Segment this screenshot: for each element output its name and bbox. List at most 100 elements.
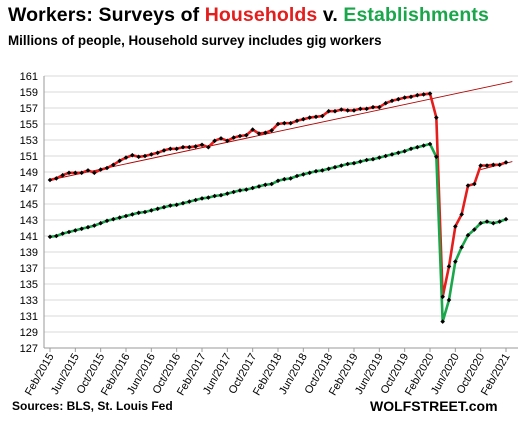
households-point [313, 114, 319, 120]
households-point [161, 148, 167, 153]
establishments-point [503, 216, 509, 222]
establishments-point [136, 210, 141, 216]
households-point [256, 131, 262, 136]
trend-line [49, 81, 513, 181]
households-point [478, 163, 483, 168]
households-point [396, 96, 401, 102]
households-point [307, 115, 312, 120]
title-households: Households [204, 4, 318, 26]
establishments-point [294, 173, 300, 179]
households-point [136, 154, 141, 160]
establishments-point [446, 297, 452, 303]
households-point [225, 138, 230, 144]
households-point [389, 98, 395, 104]
households-point [54, 176, 59, 181]
establishments-point [193, 197, 198, 203]
establishments-point [250, 185, 255, 191]
households-point [288, 120, 293, 126]
households-point [269, 128, 274, 133]
y-tick-label: 129 [20, 327, 38, 339]
establishments-point [301, 172, 306, 177]
establishments-point [345, 161, 350, 167]
households-point [472, 181, 477, 187]
households-point [168, 146, 173, 152]
source-note: Sources: BLS, St. Louis Fed [12, 399, 173, 413]
establishments-point [149, 208, 154, 213]
title-versus: v. [317, 4, 344, 26]
y-axis: 127 129 131 133 135 137 139 141 143 145 147 149 151 1… [20, 71, 38, 355]
establishments-point [256, 184, 262, 189]
establishments-point [47, 234, 53, 240]
households-point [377, 104, 382, 110]
households-point [244, 132, 249, 138]
establishments-point [199, 196, 205, 201]
establishments-point [491, 220, 496, 226]
households-point [339, 107, 344, 112]
households-point [415, 92, 420, 98]
establishments-point [66, 229, 72, 235]
households-point [453, 224, 458, 229]
establishments-point [212, 193, 217, 199]
brand-label: WOLFSTREET.com [370, 398, 498, 414]
households-point [104, 165, 110, 171]
establishments-point [339, 163, 344, 168]
households-point [60, 172, 65, 178]
y-tick-label: 157 [20, 103, 38, 115]
y-tick-label: 145 [20, 199, 38, 211]
establishments-point [472, 227, 477, 232]
series-lines [49, 92, 507, 323]
series-markers [47, 91, 509, 324]
households-point [155, 150, 160, 156]
establishments-point [427, 141, 433, 147]
y-tick-label: 147 [20, 183, 38, 195]
y-tick-label: 135 [20, 279, 38, 291]
households-point [174, 146, 179, 152]
y-tick-label: 139 [20, 247, 38, 259]
households-point [408, 94, 414, 100]
households-point [117, 158, 122, 164]
households-point [484, 163, 490, 168]
establishments-point [187, 199, 192, 204]
chart-title: Workers: Surveys of Households v. Establ… [8, 4, 489, 27]
establishments-point [269, 181, 274, 187]
establishments-point [225, 191, 230, 196]
households-point [345, 108, 350, 113]
establishments-point [408, 146, 414, 152]
trend-lines [49, 81, 513, 181]
households-point [218, 136, 224, 141]
establishments-point [237, 188, 243, 193]
households-point [123, 155, 129, 160]
households-point [326, 108, 331, 114]
establishments-point [440, 319, 445, 324]
establishments-point [161, 204, 167, 210]
y-tick-label: 133 [20, 295, 38, 307]
households-point [263, 130, 268, 136]
establishments-point [174, 202, 179, 208]
households-point [370, 104, 376, 110]
title-prefix: Workers: Surveys of [8, 4, 205, 26]
households-point [66, 170, 72, 176]
establishments-point [85, 224, 91, 230]
establishments-point [123, 213, 129, 219]
establishments-point [142, 209, 148, 215]
households-point [212, 138, 217, 144]
y-tick-label: 141 [20, 231, 38, 243]
establishments-point [168, 203, 173, 208]
y-tick-label: 153 [20, 135, 38, 147]
households-point [383, 100, 388, 106]
households-point [320, 113, 325, 119]
households-point [402, 95, 407, 100]
establishments-point [484, 219, 490, 224]
households-point [199, 142, 205, 148]
y-tick-label: 151 [20, 151, 38, 163]
y-tick-label: 131 [20, 311, 38, 323]
households-point [47, 177, 53, 183]
households-point [130, 152, 135, 158]
establishments-point [73, 228, 78, 233]
establishments-point [60, 231, 65, 236]
households-point [206, 144, 211, 150]
establishments-point [351, 160, 357, 166]
households-point [465, 183, 471, 188]
establishments-point [389, 152, 395, 157]
